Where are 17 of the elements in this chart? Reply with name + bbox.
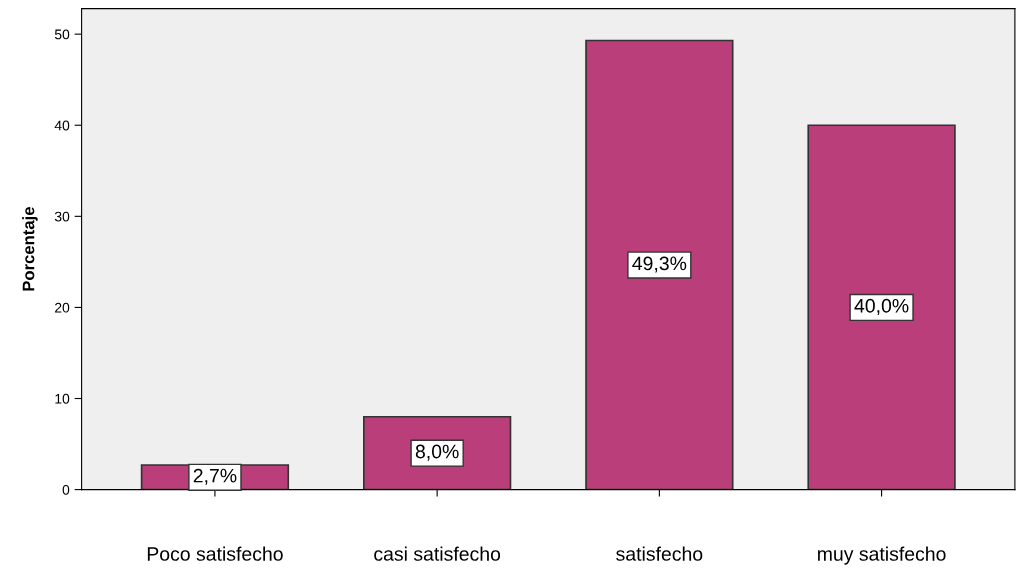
data-label: 40,0% [854,298,909,315]
y-tick-label: 10 [55,393,70,404]
x-tick-label: casi satisfecho [374,546,501,561]
y-tick-label: 50 [54,29,70,40]
data-label: 49,3% [632,256,687,273]
data-label: 2,7% [193,468,237,485]
bar [585,39,734,490]
x-tick-label: satisfecho [616,546,703,561]
y-tick-label: 40 [54,120,70,131]
data-label: 8,0% [415,444,459,461]
y-tick-label: 0 [62,484,70,495]
y-tick-label: 30 [54,211,70,222]
y-axis-title: Porcentaje [22,207,38,291]
y-tick-label: 20 [55,302,70,313]
x-tick-label: muy satisfecho [818,546,946,565]
bar [807,124,956,490]
x-tick-label: Poco satisfecho [147,546,283,561]
